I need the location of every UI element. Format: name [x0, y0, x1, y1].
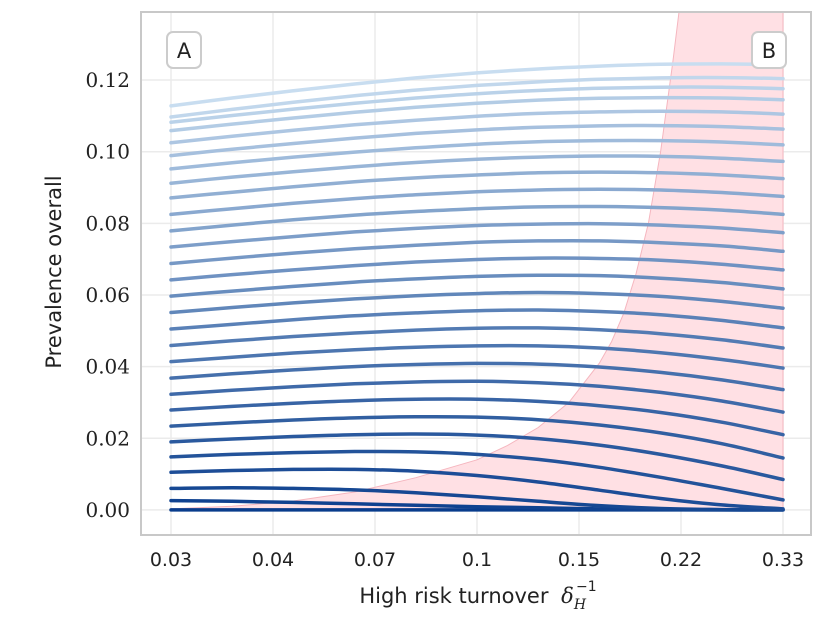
- y-axis-label: Prevalence overall: [42, 175, 66, 368]
- series-line-s18: [169, 221, 785, 249]
- series-line-s19: [169, 204, 785, 233]
- x-axis-label-symbol: δ: [561, 584, 574, 608]
- x-axis-label: High risk turnover δH −1: [359, 579, 596, 613]
- x-axis-label-superscript: −1: [576, 579, 597, 595]
- series-line-s3: [169, 485, 785, 512]
- series-line-s25: [169, 109, 785, 145]
- x-tick-label: 0.03: [150, 549, 192, 571]
- series-line-s8: [169, 397, 785, 437]
- series-line-s12: [169, 326, 785, 350]
- series-line-s10: [169, 361, 785, 392]
- y-tick-label: 0.02: [85, 426, 130, 450]
- series-line-s23: [169, 138, 785, 171]
- panel-label-a-frame: [166, 31, 202, 69]
- series-line-s4: [169, 467, 785, 511]
- x-tick-label: 0.22: [660, 549, 702, 571]
- series-line-s28: [169, 75, 785, 119]
- series-line-s24: [169, 123, 785, 158]
- series-line-s17: [169, 238, 785, 266]
- x-tick-label: 0.33: [762, 549, 804, 571]
- series-line-s29: [169, 62, 785, 108]
- series-line-s5: [169, 449, 785, 502]
- y-tick-labels: 0.00 0.02 0.04 0.06 0.08 0.10 0.12: [85, 68, 130, 522]
- x-tick-label: 0.1: [462, 549, 492, 571]
- series-line-s6: [169, 432, 785, 482]
- series-line-s20: [169, 187, 785, 217]
- series-line-s22: [169, 154, 785, 185]
- plot-area-group: [140, 11, 812, 536]
- series-line-s7: [169, 414, 785, 460]
- x-tick-labels: 0.03 0.04 0.07 0.1 0.15 0.22 0.33: [150, 549, 804, 571]
- x-tick-label: 0.04: [252, 549, 294, 571]
- panel-label-b-box: B: [751, 31, 787, 69]
- x-axis-label-text: High risk turnover: [359, 584, 548, 608]
- y-tick-label: 0.00: [85, 498, 130, 522]
- series-line-s14: [169, 290, 785, 315]
- y-tick-label: 0.12: [85, 68, 130, 92]
- x-tick-label: 0.15: [558, 549, 600, 571]
- y-tick-label: 0.06: [85, 283, 130, 307]
- series-line-s27: [169, 85, 785, 125]
- y-tick-label: 0.10: [85, 140, 130, 164]
- panel-label-b-frame: [751, 31, 787, 69]
- series-line-s16: [169, 256, 785, 282]
- panel-label-a: A: [177, 39, 192, 63]
- series-group: [169, 62, 785, 512]
- series-line-s15: [169, 273, 785, 298]
- series-line-s13: [169, 308, 785, 331]
- y-tick-label: 0.04: [85, 355, 130, 379]
- series-line-s26: [169, 95, 785, 133]
- y-tick-label: 0.08: [85, 211, 130, 235]
- series-line-s9: [169, 379, 785, 414]
- series-line-s11: [169, 343, 785, 370]
- plot-frame: [140, 11, 812, 536]
- panel-label-a-box: A: [166, 31, 202, 69]
- x-axis-label-subscript: H: [573, 597, 587, 613]
- panel-label-b: B: [762, 39, 776, 63]
- x-tick-label: 0.07: [354, 549, 396, 571]
- series-line-s21: [169, 170, 785, 200]
